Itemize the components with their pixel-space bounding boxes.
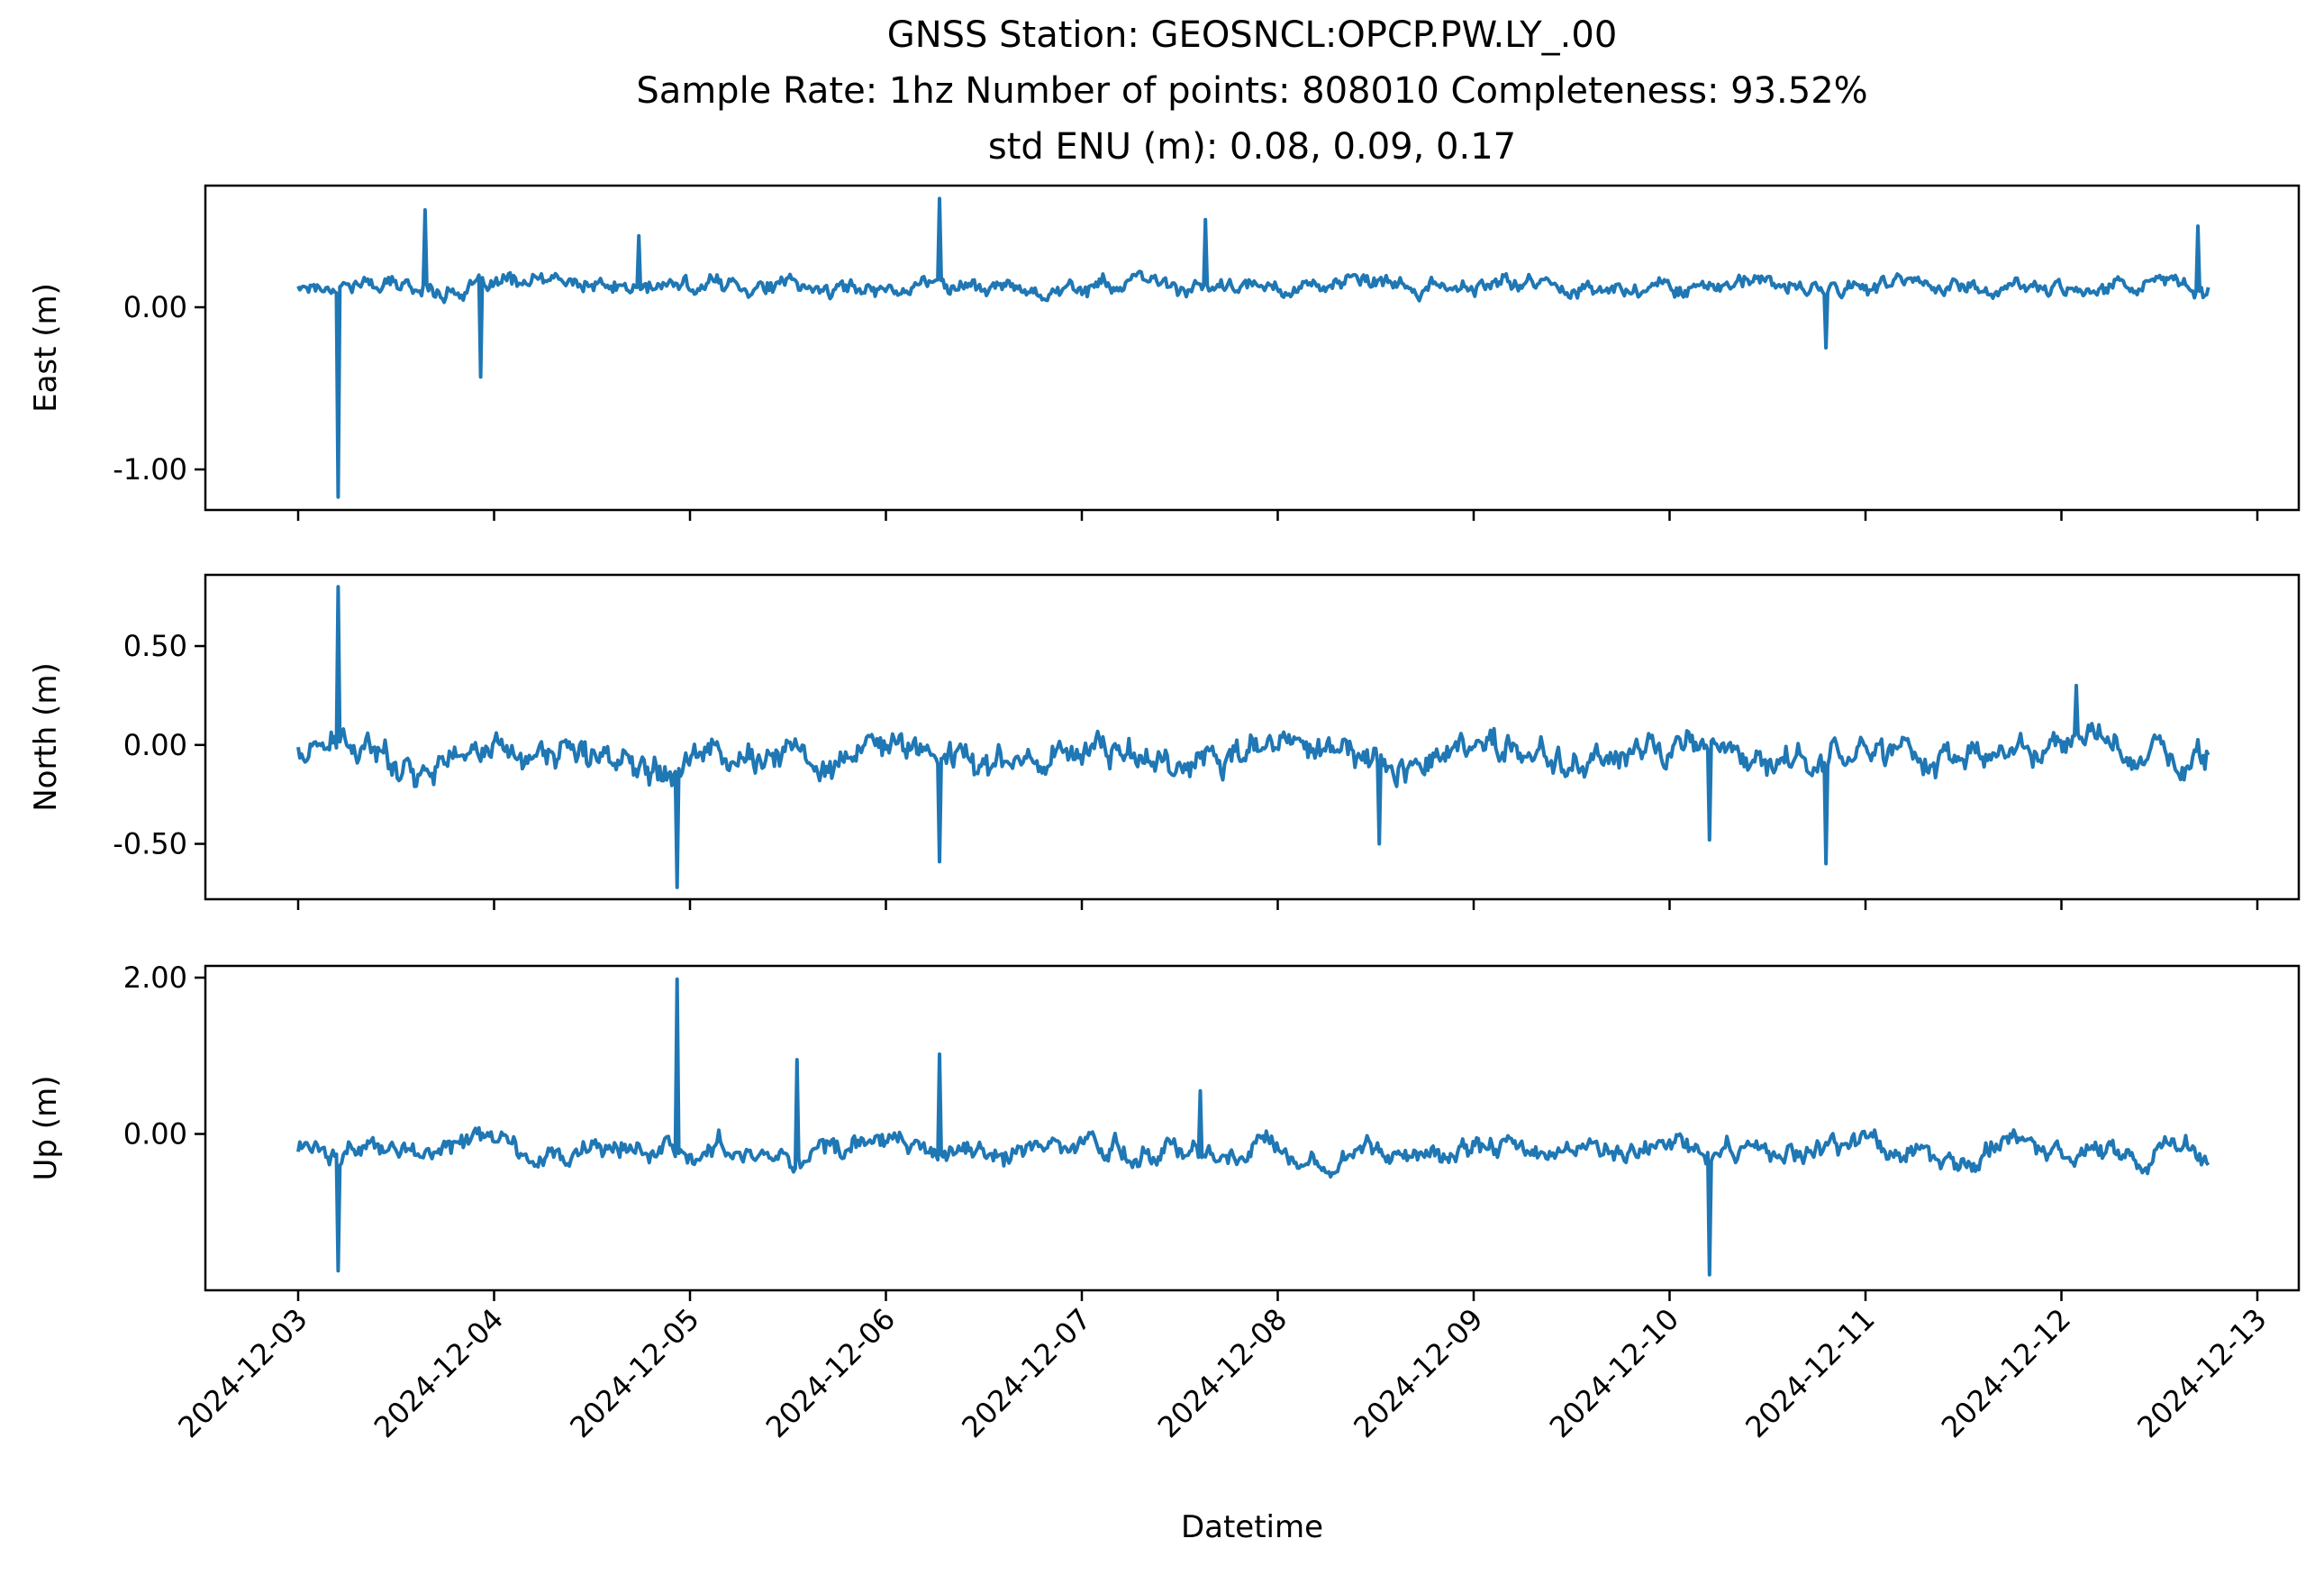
panel-3: 2.00 0.00 Up (m)	[28, 960, 2301, 1301]
series-line-panel-3	[296, 977, 2211, 1277]
x-tick-label: 2024-12-11	[1738, 1302, 1881, 1444]
panel-1: 0.00 -1.00 East (m)	[28, 184, 2301, 521]
x-axis-label: Datetime	[1181, 1509, 1323, 1545]
panel-2: 0.50 0.00 -0.50 North (m)	[28, 573, 2301, 910]
chart-title-line-3: std ENU (m): 0.08, 0.09, 0.17	[988, 126, 1516, 168]
y-axis-label: East (m)	[28, 283, 64, 413]
series-line-panel-2	[296, 585, 2211, 889]
y-tick-label: -0.50	[113, 827, 187, 861]
y-tick-label: 0.50	[123, 629, 187, 663]
y-axis-label: North (m)	[28, 662, 64, 812]
x-tick-label: 2024-12-04	[368, 1302, 510, 1444]
x-tick-label: 2024-12-05	[563, 1302, 705, 1444]
y-tick-label: 0.00	[123, 290, 187, 324]
x-tick-label: 2024-12-12	[1935, 1302, 2077, 1444]
chart-title-line-2: Sample Rate: 1hz Number of points: 80801…	[636, 70, 1867, 112]
series-line-panel-1	[296, 196, 2211, 499]
panels-group: 0.00 -1.00 East (m) 0.50 0.00 -0.50 North (m) 2…	[28, 184, 2301, 1301]
y-axis-label: Up (m)	[28, 1076, 64, 1181]
y-tick-label: 2.00	[123, 960, 187, 995]
x-tick-label: 2024-12-08	[1151, 1302, 1294, 1444]
chart-title-line-1: GNSS Station: GEOSNCL:OPCP.PW.LY_.00	[887, 14, 1618, 56]
x-tick-label: 2024-12-09	[1347, 1302, 1489, 1444]
plot-frame	[204, 964, 2301, 1292]
y-tick-label: -1.00	[113, 452, 187, 487]
x-tick-label: 2024-12-13	[2130, 1302, 2273, 1444]
x-axis: 2024-12-03 2024-12-04 2024-12-05 2024-12-06…	[171, 1302, 2273, 1444]
x-tick-label: 2024-12-03	[171, 1302, 313, 1444]
y-tick-label: 0.00	[123, 728, 187, 762]
x-tick-label: 2024-12-10	[1543, 1302, 1685, 1444]
plot-frame	[204, 184, 2301, 512]
x-tick-label: 2024-12-07	[955, 1302, 1097, 1444]
y-tick-label: 0.00	[123, 1117, 187, 1152]
plot-frame	[204, 573, 2301, 901]
x-tick-label: 2024-12-06	[759, 1302, 902, 1444]
